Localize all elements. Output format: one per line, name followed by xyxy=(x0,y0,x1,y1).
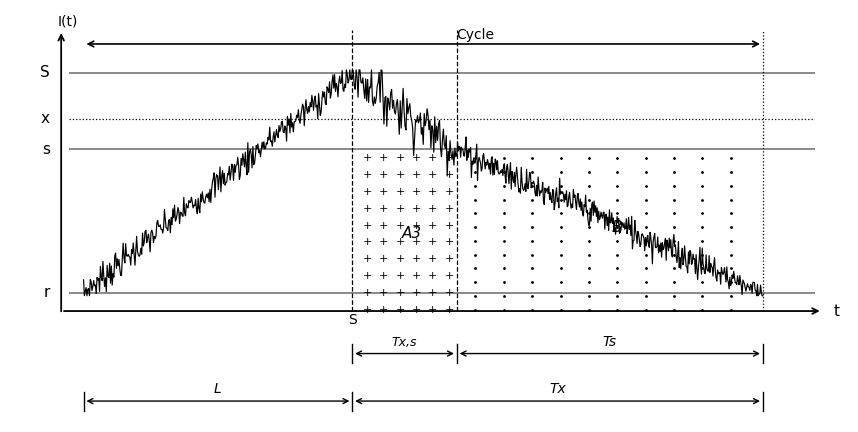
Text: +: + xyxy=(396,271,405,281)
Text: +: + xyxy=(444,153,454,163)
Text: Tx,s: Tx,s xyxy=(392,336,417,349)
Text: +: + xyxy=(428,153,438,163)
Text: +: + xyxy=(379,221,389,231)
Text: +: + xyxy=(379,187,389,197)
Text: +: + xyxy=(444,204,454,214)
Text: +: + xyxy=(412,187,421,197)
Text: +: + xyxy=(428,254,438,264)
Text: +: + xyxy=(396,187,405,197)
Text: s: s xyxy=(42,142,50,157)
Text: +: + xyxy=(363,237,372,248)
Text: +: + xyxy=(412,271,421,281)
Text: +: + xyxy=(444,288,454,298)
Text: Ts: Ts xyxy=(603,335,617,349)
Text: S: S xyxy=(348,313,357,327)
Text: +: + xyxy=(379,153,389,163)
Text: +: + xyxy=(396,288,405,298)
Text: +: + xyxy=(444,221,454,231)
Text: +: + xyxy=(396,305,405,314)
Text: +: + xyxy=(412,254,421,264)
Text: +: + xyxy=(428,187,438,197)
Text: +: + xyxy=(428,271,438,281)
Text: +: + xyxy=(363,204,372,214)
Text: +: + xyxy=(412,288,421,298)
Text: +: + xyxy=(428,288,438,298)
Text: +: + xyxy=(444,271,454,281)
Text: +: + xyxy=(363,254,372,264)
Text: +: + xyxy=(428,305,438,314)
Text: +: + xyxy=(396,254,405,264)
Text: +: + xyxy=(363,288,372,298)
Text: +: + xyxy=(363,187,372,197)
Text: +: + xyxy=(396,237,405,248)
Text: t: t xyxy=(834,304,840,318)
Text: +: + xyxy=(363,153,372,163)
Text: +: + xyxy=(444,237,454,248)
Text: +: + xyxy=(412,305,421,314)
Text: +: + xyxy=(412,237,421,248)
Text: +: + xyxy=(363,170,372,180)
Text: +: + xyxy=(379,305,389,314)
Text: +: + xyxy=(379,288,389,298)
Text: +: + xyxy=(428,170,438,180)
Text: +: + xyxy=(396,170,405,180)
Text: +: + xyxy=(363,305,372,314)
Text: +: + xyxy=(428,221,438,231)
Text: +: + xyxy=(412,204,421,214)
Text: +: + xyxy=(379,271,389,281)
Text: +: + xyxy=(444,254,454,264)
Text: +: + xyxy=(444,187,454,197)
Text: +: + xyxy=(396,204,405,214)
Text: +: + xyxy=(412,153,421,163)
Text: +: + xyxy=(363,271,372,281)
Text: +: + xyxy=(444,305,454,314)
Text: +: + xyxy=(396,221,405,231)
Text: +: + xyxy=(412,170,421,180)
Text: +: + xyxy=(444,170,454,180)
Text: +: + xyxy=(379,237,389,248)
Text: +: + xyxy=(428,237,438,248)
Text: x: x xyxy=(41,111,50,126)
Text: A3: A3 xyxy=(402,226,422,241)
Text: S: S xyxy=(40,66,50,80)
Text: +: + xyxy=(428,204,438,214)
Text: r: r xyxy=(44,285,50,300)
Text: B: B xyxy=(612,219,623,235)
Text: Tx: Tx xyxy=(549,382,566,396)
Text: +: + xyxy=(379,204,389,214)
Text: Cycle: Cycle xyxy=(456,29,494,42)
Text: +: + xyxy=(412,221,421,231)
Text: +: + xyxy=(379,254,389,264)
Text: +: + xyxy=(396,153,405,163)
Text: I(t): I(t) xyxy=(57,15,78,29)
Text: +: + xyxy=(379,170,389,180)
Text: +: + xyxy=(363,221,372,231)
Text: L: L xyxy=(214,382,222,396)
